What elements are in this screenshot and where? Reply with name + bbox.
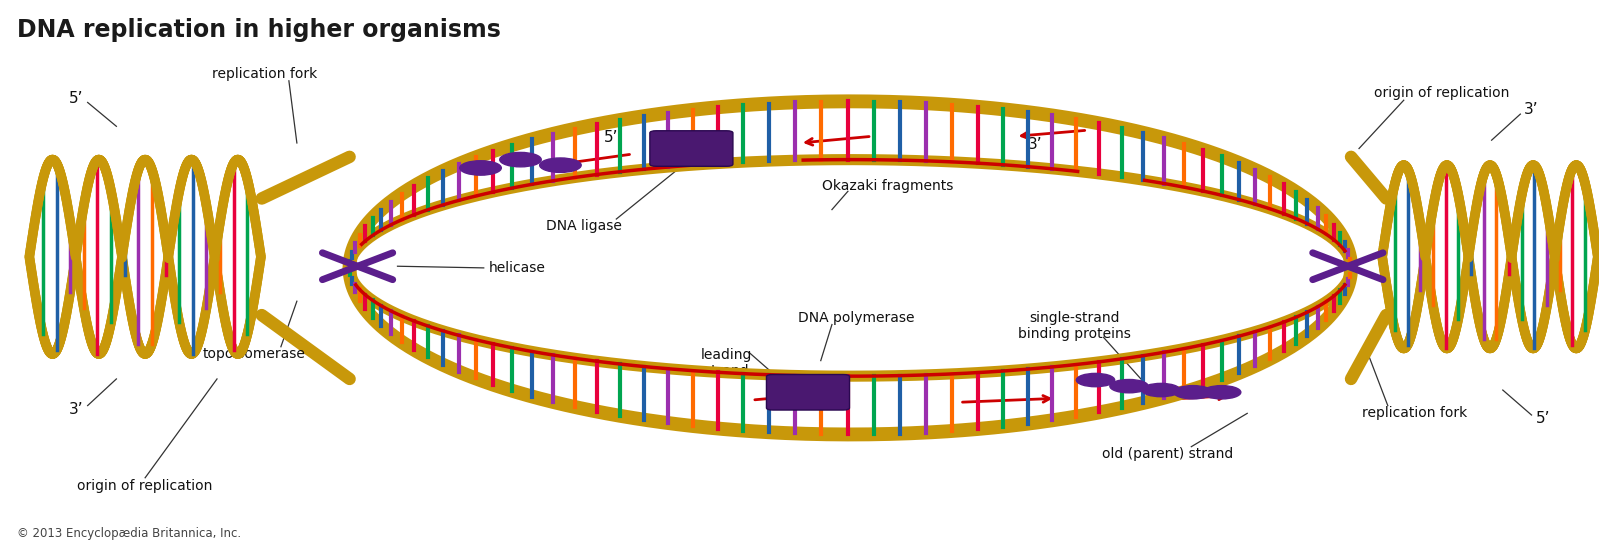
Text: origin of replication: origin of replication — [1374, 86, 1510, 100]
Text: 3’: 3’ — [1525, 102, 1539, 117]
Text: DNA ligase: DNA ligase — [547, 219, 622, 233]
Text: single-strand
binding proteins: single-strand binding proteins — [1018, 311, 1131, 341]
Text: 3’: 3’ — [69, 402, 83, 417]
Circle shape — [539, 158, 581, 172]
FancyBboxPatch shape — [650, 131, 733, 166]
Text: leading
strand: leading strand — [701, 348, 752, 378]
Circle shape — [1077, 373, 1115, 387]
Text: replication fork: replication fork — [213, 66, 317, 80]
Text: replication fork: replication fork — [1362, 406, 1467, 420]
Text: topoisomerase: topoisomerase — [202, 347, 306, 361]
Text: origin of replication: origin of replication — [77, 479, 213, 493]
Text: helicase: helicase — [488, 261, 546, 275]
Circle shape — [1203, 386, 1242, 399]
Text: DNA replication in higher organisms: DNA replication in higher organisms — [18, 18, 501, 42]
Circle shape — [1110, 379, 1149, 393]
Text: 5’: 5’ — [1536, 411, 1550, 426]
Circle shape — [1174, 386, 1213, 399]
Circle shape — [499, 152, 541, 167]
Text: DNA polymerase: DNA polymerase — [798, 311, 914, 325]
Text: 5’: 5’ — [69, 91, 83, 106]
Text: 5’: 5’ — [605, 130, 619, 145]
Text: old (parent) strand: old (parent) strand — [1102, 447, 1234, 461]
Circle shape — [1142, 383, 1181, 397]
Text: Okazaki fragments: Okazaki fragments — [822, 179, 954, 193]
Text: 3’: 3’ — [1027, 137, 1042, 152]
FancyBboxPatch shape — [766, 374, 850, 410]
Text: © 2013 Encyclopædia Britannica, Inc.: © 2013 Encyclopædia Britannica, Inc. — [18, 527, 242, 540]
Circle shape — [459, 161, 501, 175]
